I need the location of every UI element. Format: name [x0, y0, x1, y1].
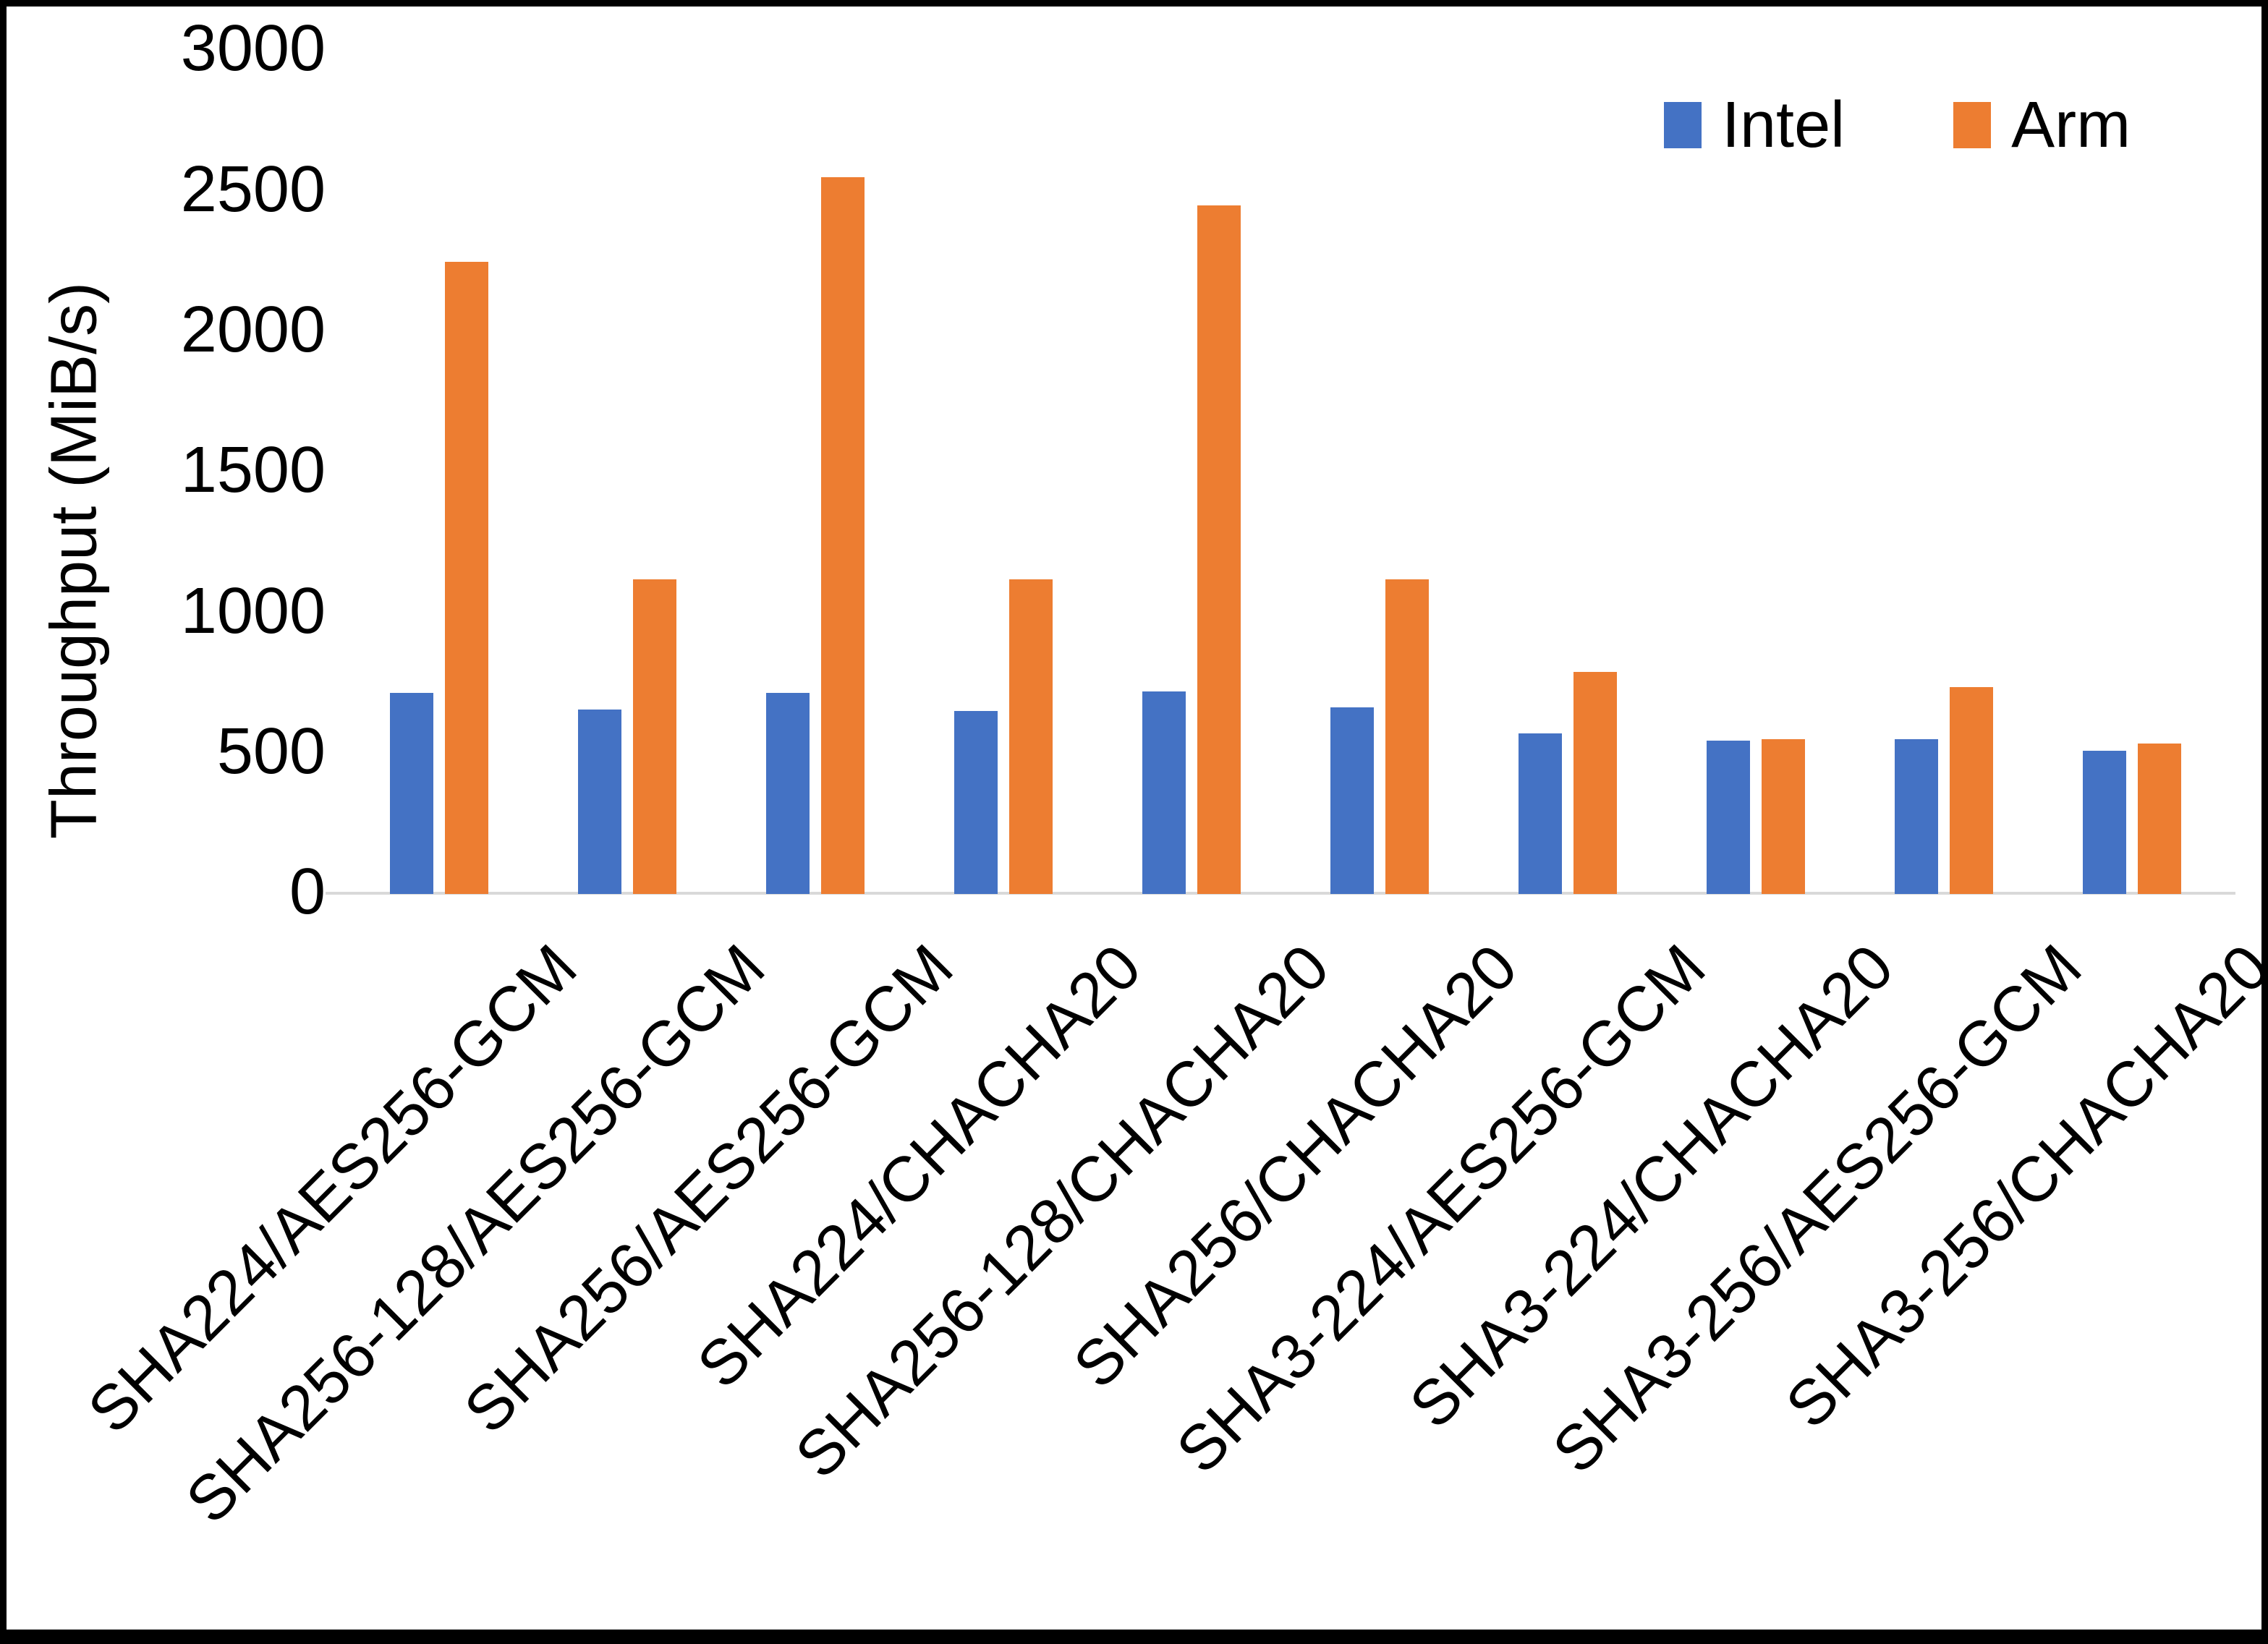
legend-swatch-intel [1664, 102, 1702, 148]
legend-label-intel: Intel [1722, 89, 1846, 161]
bar-intel-sha256-128/aes256-gcm [578, 710, 621, 894]
y-tick-label: 500 [216, 715, 326, 788]
legend-item-arm: Arm [1953, 93, 2131, 158]
bar-arm-sha256-128/chacha20 [1197, 205, 1241, 894]
y-tick-label: 2500 [180, 153, 326, 226]
legend-swatch-arm [1953, 102, 1992, 148]
bar-arm-sha256/aes256-gcm [821, 176, 865, 894]
y-tick-label: 1500 [180, 434, 326, 507]
bar-intel-sha3-256/chacha20 [2083, 750, 2126, 894]
bar-arm-sha3-256/chacha20 [2138, 744, 2181, 894]
bar-intel-sha256-128/chacha20 [1142, 691, 1186, 894]
bar-arm-sha3-256/aes256-gcm [1950, 687, 1993, 894]
y-tick-label: 0 [289, 856, 326, 929]
legend-item-intel: Intel [1664, 93, 1845, 158]
legend: Intel Arm [1664, 93, 2131, 158]
y-tick-label: 2000 [180, 293, 326, 366]
bar-intel-sha256/aes256-gcm [766, 693, 810, 894]
bar-arm-sha224/aes256-gcm [445, 261, 488, 894]
bar-intel-sha224/aes256-gcm [390, 693, 433, 894]
bar-intel-sha3-224/aes256-gcm [1519, 733, 1562, 894]
legend-label-arm: Arm [2011, 89, 2131, 161]
bar-arm-sha256-128/aes256-gcm [633, 579, 676, 894]
bar-arm-sha3-224/aes256-gcm [1573, 671, 1617, 894]
bar-intel-sha224/chacha20 [954, 711, 998, 894]
bar-intel-sha256/chacha20 [1330, 707, 1374, 894]
bar-intel-sha3-224/chacha20 [1707, 741, 1750, 894]
bar-intel-sha3-256/aes256-gcm [1895, 739, 1938, 894]
bar-arm-sha224/chacha20 [1009, 579, 1053, 894]
y-tick-label: 1000 [180, 574, 326, 647]
bar-arm-sha3-224/chacha20 [1762, 739, 1805, 894]
bar-arm-sha256/chacha20 [1385, 579, 1429, 894]
x-axis-line [326, 892, 2235, 895]
y-tick-label: 3000 [180, 12, 326, 85]
